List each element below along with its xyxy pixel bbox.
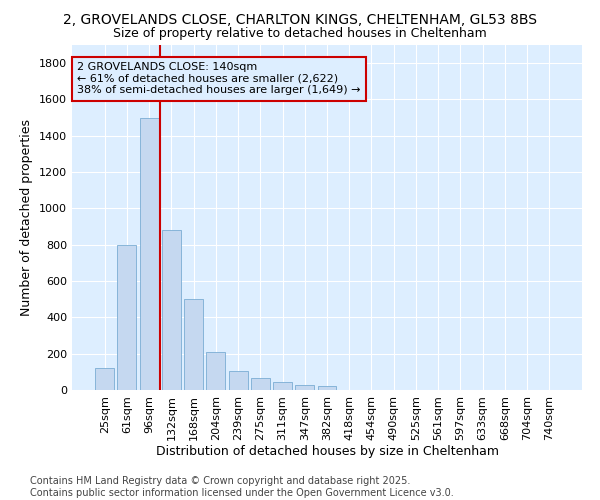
Text: Contains HM Land Registry data © Crown copyright and database right 2025.
Contai: Contains HM Land Registry data © Crown c… [30, 476, 454, 498]
Text: 2, GROVELANDS CLOSE, CHARLTON KINGS, CHELTENHAM, GL53 8BS: 2, GROVELANDS CLOSE, CHARLTON KINGS, CHE… [63, 12, 537, 26]
Bar [206, 352, 225, 390]
Bar [251, 378, 270, 390]
Y-axis label: Number of detached properties: Number of detached properties [20, 119, 34, 316]
X-axis label: Distribution of detached houses by size in Cheltenham: Distribution of detached houses by size … [155, 446, 499, 458]
Bar [140, 118, 158, 390]
Bar [295, 384, 314, 390]
Bar [118, 244, 136, 390]
Bar [317, 386, 337, 390]
Bar [95, 368, 114, 390]
Bar [273, 382, 292, 390]
Bar [162, 230, 181, 390]
Text: Size of property relative to detached houses in Cheltenham: Size of property relative to detached ho… [113, 28, 487, 40]
Bar [184, 299, 203, 390]
Text: 2 GROVELANDS CLOSE: 140sqm
← 61% of detached houses are smaller (2,622)
38% of s: 2 GROVELANDS CLOSE: 140sqm ← 61% of deta… [77, 62, 361, 96]
Bar [229, 371, 248, 390]
